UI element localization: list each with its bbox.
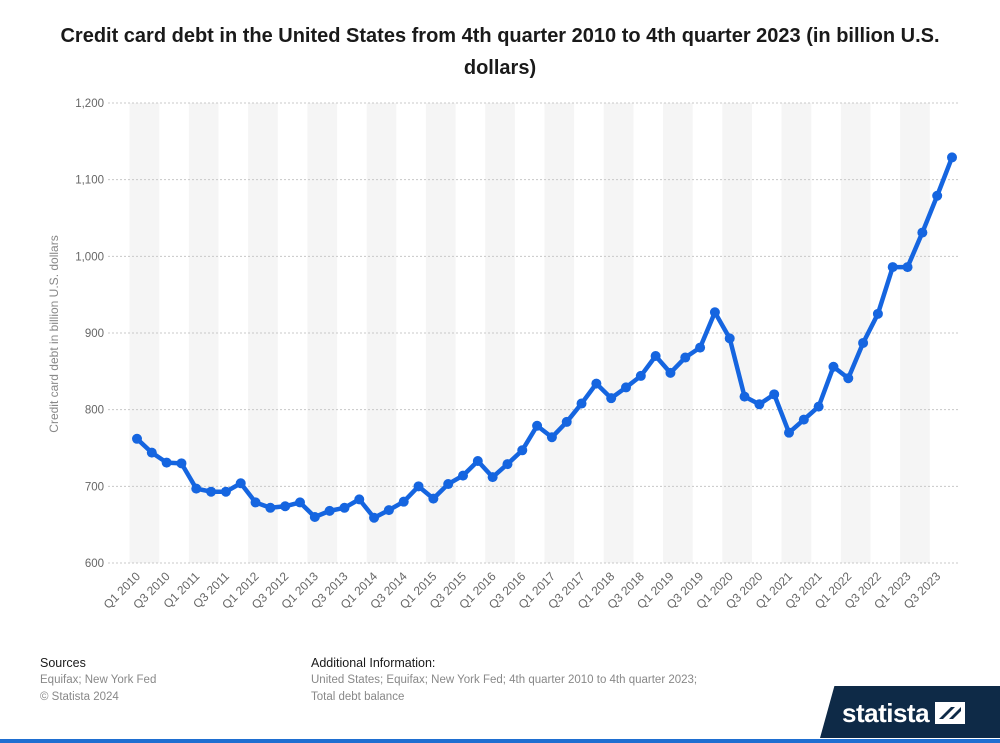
data-point[interactable] <box>561 416 572 427</box>
data-point[interactable] <box>161 457 172 468</box>
data-point[interactable] <box>872 308 883 319</box>
y-tick-label: 800 <box>85 405 104 417</box>
data-point[interactable] <box>650 351 661 361</box>
data-point[interactable] <box>739 391 750 402</box>
data-point[interactable] <box>917 227 928 238</box>
data-point[interactable] <box>680 352 691 363</box>
data-point[interactable] <box>769 389 780 400</box>
data-point[interactable] <box>635 370 646 381</box>
data-point[interactable] <box>858 337 869 348</box>
y-tick-label: 600 <box>85 558 104 570</box>
data-point[interactable] <box>517 445 528 456</box>
data-point[interactable] <box>472 456 483 467</box>
statista-logo[interactable]: statista <box>842 696 966 730</box>
data-point[interactable] <box>709 307 720 318</box>
data-point[interactable] <box>798 414 809 425</box>
data-point[interactable] <box>665 367 676 378</box>
data-points <box>132 152 957 523</box>
additional-info-heading: Additional Information: <box>311 656 436 670</box>
data-point[interactable] <box>947 152 957 163</box>
data-point[interactable] <box>220 486 231 497</box>
data-point[interactable] <box>487 472 498 483</box>
data-point[interactable] <box>176 458 187 469</box>
data-point[interactable] <box>369 512 380 523</box>
logo-text: statista <box>842 697 930 728</box>
data-point[interactable] <box>458 470 468 481</box>
data-point[interactable] <box>932 190 943 201</box>
sources-block: Sources Equifax; New York Fed © Statista… <box>40 655 280 706</box>
data-point[interactable] <box>576 398 587 409</box>
data-point[interactable] <box>132 433 142 444</box>
data-point[interactable] <box>606 393 617 404</box>
data-point[interactable] <box>887 262 898 273</box>
data-point[interactable] <box>146 447 157 458</box>
data-point[interactable] <box>724 333 735 344</box>
y-axis-label: Credit card debt in billion U.S. dollars <box>47 235 61 432</box>
logo-background <box>820 686 1000 738</box>
data-point[interactable] <box>443 479 454 490</box>
data-point[interactable] <box>828 361 839 372</box>
data-point[interactable] <box>280 501 291 512</box>
y-tick-label: 700 <box>85 481 104 493</box>
bottom-accent-bar <box>0 739 1000 743</box>
chart-title: Credit card debt in the United States fr… <box>60 25 940 79</box>
data-point[interactable] <box>413 481 424 492</box>
data-point[interactable] <box>398 496 409 507</box>
data-point[interactable] <box>250 497 261 508</box>
data-point[interactable] <box>784 427 794 438</box>
data-point[interactable] <box>265 502 276 513</box>
data-point[interactable] <box>695 342 706 353</box>
data-point[interactable] <box>546 432 557 443</box>
y-tick-label: 1,000 <box>75 251 104 263</box>
data-point[interactable] <box>428 493 439 504</box>
data-point[interactable] <box>813 401 824 412</box>
data-point[interactable] <box>309 512 320 522</box>
data-point[interactable] <box>591 378 602 389</box>
gridlines <box>108 102 960 564</box>
y-tick-label: 900 <box>85 328 104 340</box>
data-point[interactable] <box>295 497 305 508</box>
data-point[interactable] <box>621 382 631 393</box>
y-axis-ticks: 600 700 800 900 1,000 1,100 1,200 <box>75 98 104 570</box>
y-tick-label: 1,200 <box>75 98 104 110</box>
sources-heading: Sources <box>40 656 86 670</box>
data-point[interactable] <box>502 459 513 470</box>
data-point[interactable] <box>383 505 394 516</box>
data-point[interactable] <box>206 486 217 497</box>
data-point[interactable] <box>532 420 543 431</box>
data-point[interactable] <box>754 399 765 410</box>
data-point[interactable] <box>902 262 913 273</box>
y-tick-label: 1,100 <box>75 175 104 187</box>
additional-info-block: Additional Information: United States; E… <box>311 655 701 706</box>
line-chart: 600 700 800 900 1,000 1,100 1,200 Credit card … <box>47 98 960 612</box>
data-point[interactable] <box>354 494 365 505</box>
sources-text: Equifax; New York Fed <box>40 674 157 686</box>
data-point[interactable] <box>843 373 854 384</box>
data-point[interactable] <box>324 505 335 516</box>
data-point[interactable] <box>191 483 202 494</box>
logo-flag-icon <box>935 702 966 724</box>
copyright: © Statista 2024 <box>40 691 119 703</box>
additional-info-text: United States; Equifax; New York Fed; 4t… <box>311 674 698 703</box>
data-point[interactable] <box>339 502 350 513</box>
data-point[interactable] <box>235 478 246 489</box>
